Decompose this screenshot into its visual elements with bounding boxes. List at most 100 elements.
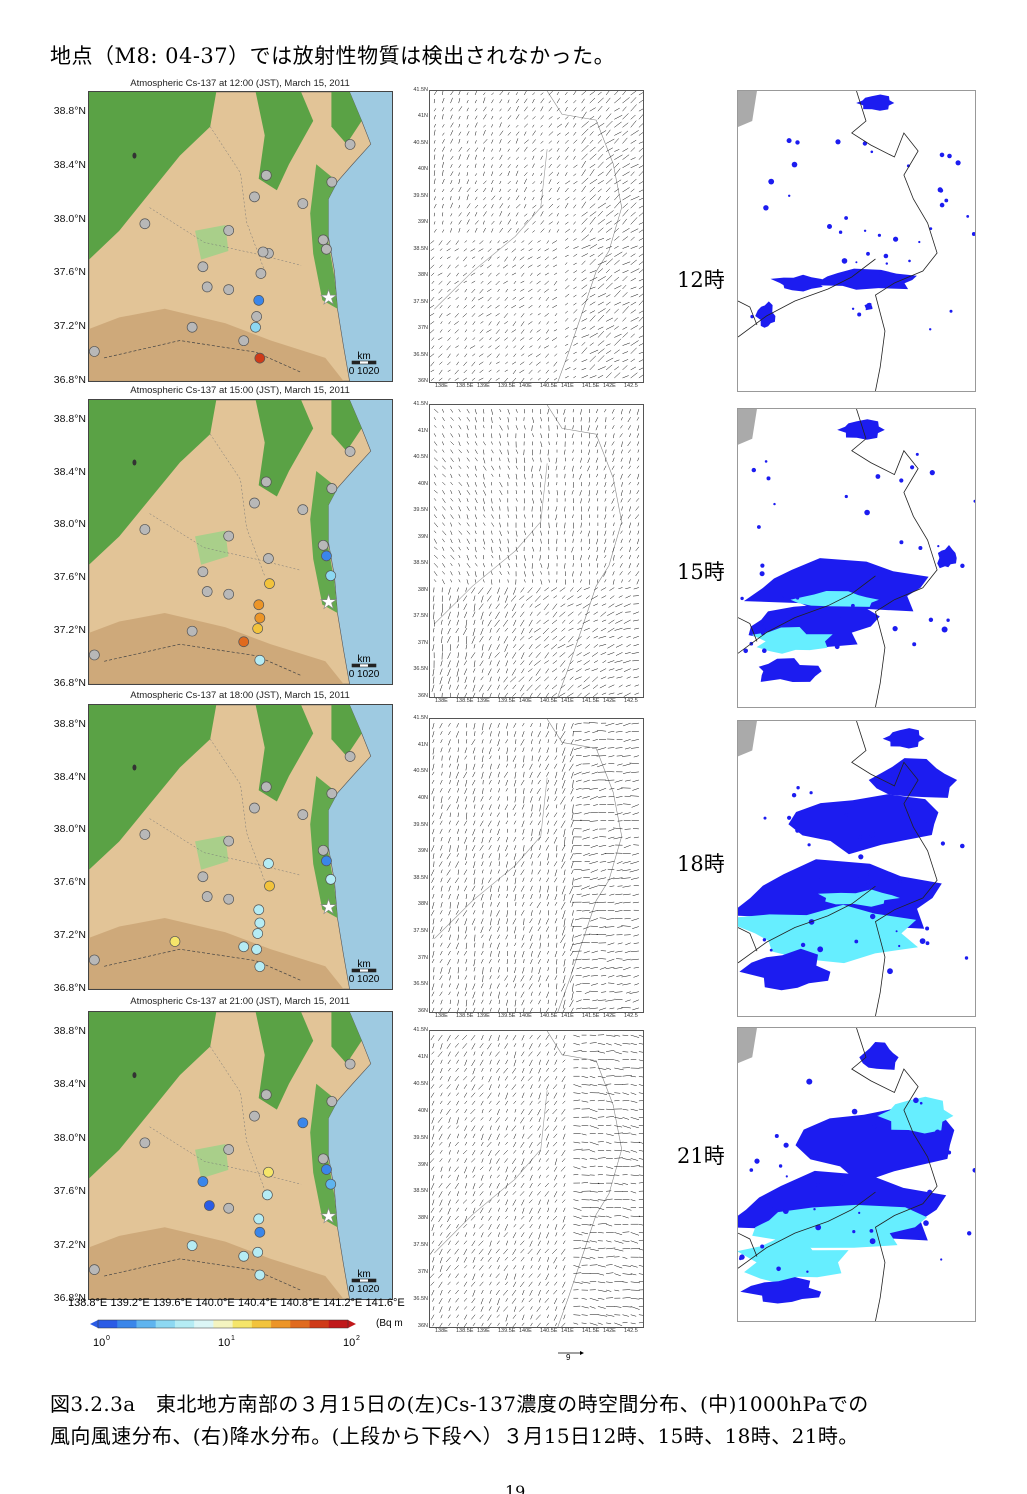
wind-longitude-tick: 142E	[603, 698, 616, 704]
colorbar-segment	[309, 1320, 330, 1328]
wind-latitude-tick: 39N	[417, 219, 428, 226]
svg-text:10: 10	[93, 1337, 105, 1349]
monitoring-site-marker	[325, 570, 337, 582]
wind-longitude-tick: 140E	[519, 1013, 532, 1019]
svg-text:0: 0	[106, 1335, 110, 1342]
monitoring-site-marker	[89, 649, 100, 661]
monitoring-site-marker	[326, 1096, 338, 1107]
map-latitude-tick: 36.8°N	[53, 677, 86, 689]
page-number: 19	[505, 1484, 526, 1494]
monitoring-site-marker	[223, 1202, 235, 1214]
map-latitude-tick: 37.6°N	[53, 1185, 86, 1198]
wind-latitude-tick: 36N	[417, 378, 428, 384]
svg-text:10: 10	[218, 1337, 230, 1349]
svg-text:km: km	[357, 654, 370, 665]
wind-longitude-tick: 138E	[435, 383, 448, 389]
monitoring-site-marker	[344, 751, 356, 762]
wind-latitude-tick: 38N	[417, 272, 428, 279]
monitoring-site-marker	[197, 1176, 209, 1187]
monitoring-site-marker	[254, 961, 266, 972]
map-longitude-tick: 140.0°E	[195, 1297, 235, 1309]
svg-text:km: km	[357, 351, 370, 362]
monitoring-site-marker	[254, 917, 266, 929]
map-longitude-tick: 139.6°E	[153, 1297, 193, 1309]
colorbar-tick: 10 1	[218, 1335, 235, 1349]
monitoring-site-marker	[252, 1246, 264, 1258]
wind-latitude-tick: 37.5N	[413, 928, 428, 935]
wind-latitude-tick: 38.5N	[413, 245, 428, 252]
monitoring-site-marker	[297, 1117, 309, 1129]
colorbar-segment	[98, 1320, 118, 1328]
monitoring-site-marker	[260, 169, 272, 181]
wind-latitude-tick: 36.5N	[413, 1296, 428, 1303]
monitoring-site-marker	[201, 586, 213, 597]
map-title-21: Atmospheric Cs-137 at 21:00 (JST), March…	[130, 996, 350, 1007]
monitoring-site-marker	[297, 198, 309, 209]
svg-text:2: 2	[356, 1335, 360, 1342]
wind-latitude-tick: 41N	[417, 113, 428, 120]
monitoring-site-marker	[197, 261, 209, 273]
svg-text:10: 10	[343, 1337, 355, 1349]
map-latitude-tick: 37.2°N	[53, 929, 86, 942]
scale-bar: km 0 1020	[349, 1269, 380, 1295]
map-latitude-tick: 37.6°N	[53, 876, 86, 889]
monitoring-site-marker	[254, 1269, 266, 1281]
colorbar-segment	[290, 1320, 310, 1328]
wind-latitude-tick: 41N	[417, 1053, 428, 1060]
colorbar-segment	[232, 1320, 253, 1328]
fukushima-plant-star-icon	[320, 288, 338, 305]
wind-latitude-tick: 38N	[417, 901, 428, 908]
monitoring-site-marker	[263, 553, 274, 564]
monitoring-site-marker	[251, 311, 262, 322]
wind-latitude-tick: 37N	[417, 954, 428, 961]
hour-label-15: 15時	[677, 560, 725, 584]
wind-latitude-tick: 38.5N	[413, 874, 428, 881]
wind-latitude-tick: 38.5N	[413, 560, 428, 567]
wind-latitude-tick: 41.5N	[413, 715, 428, 721]
wind-latitude-tick: 40N	[417, 166, 428, 173]
map-latitude-tick: 36.8°N	[53, 374, 86, 386]
wind-longitude-tick: 142.5	[624, 1013, 638, 1019]
monitoring-site-marker	[260, 781, 272, 793]
monitoring-site-marker	[249, 802, 260, 814]
monitoring-site-marker	[250, 321, 261, 333]
monitoring-site-marker	[321, 855, 332, 867]
wind-longitude-tick: 141.5E	[582, 698, 600, 704]
wind-longitude-tick: 139E	[477, 1328, 490, 1334]
wind-longitude-tick: 141.5E	[582, 1013, 600, 1019]
map-latitude-tick: 38.8°N	[53, 412, 86, 425]
monitoring-site-marker	[89, 954, 100, 966]
wind-longitude-tick: 141E	[561, 1328, 574, 1334]
monitoring-site-marker	[344, 1058, 356, 1070]
wind-latitude-tick: 37N	[417, 325, 428, 332]
map-latitude-tick: 38.4°N	[53, 158, 86, 171]
wind-latitude-tick: 41N	[417, 741, 428, 748]
monitoring-site-marker	[297, 809, 309, 820]
monitoring-site-marker	[238, 941, 250, 953]
cs137-map-18: km 0 1020	[88, 704, 393, 990]
wind-latitude-tick: 40.5N	[413, 139, 428, 146]
map-latitude-tick: 36.8°N	[53, 1292, 86, 1304]
monitoring-site-marker	[139, 524, 151, 535]
monitoring-site-marker	[238, 1250, 250, 1262]
colorbar-segment	[155, 1320, 176, 1328]
monitoring-site-marker	[253, 904, 265, 916]
wind-latitude-tick: 36N	[417, 1323, 428, 1329]
intro-text: 地点（M8: 04-37）では放射性物質は検出されなかった。	[50, 44, 616, 68]
svg-text:km: km	[357, 1269, 370, 1280]
monitoring-site-marker	[326, 176, 338, 188]
map-longitude-tick: 140.4°E	[238, 1297, 278, 1309]
map-latitude-tick: 38.8°N	[53, 105, 86, 118]
wind-map-18	[429, 718, 644, 1013]
svg-text:0 1020: 0 1020	[349, 1284, 380, 1295]
wind-longitude-tick: 141.5E	[582, 383, 600, 389]
wind-latitude-tick: 39.5N	[413, 507, 428, 514]
monitoring-site-marker	[253, 294, 265, 306]
wind-latitude-tick: 37.5N	[413, 298, 428, 305]
monitoring-site-marker	[321, 1164, 332, 1175]
monitoring-site-marker	[201, 281, 213, 293]
monitoring-site-marker	[262, 1189, 273, 1201]
wind-map-21	[429, 1030, 644, 1328]
monitoring-site-marker	[317, 539, 329, 551]
map-title-12: Atmospheric Cs-137 at 12:00 (JST), March…	[130, 78, 350, 89]
